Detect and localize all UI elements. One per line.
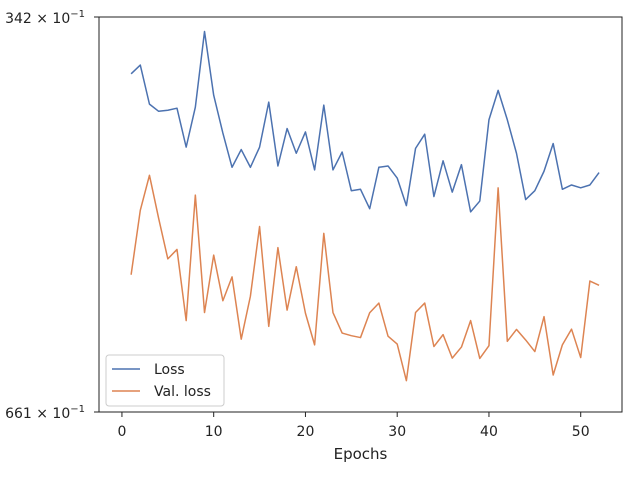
y-tick-label: 661 × 10−1 [5, 404, 85, 422]
x-tick-label: 0 [117, 424, 126, 440]
series-line-2 [130, 174, 600, 382]
x-tick-label: 10 [205, 424, 223, 440]
x-tick-label: 20 [297, 424, 315, 440]
x-tick-label: 50 [572, 424, 590, 440]
y-tick-label: 342 × 10−1 [5, 9, 85, 27]
series-line-1 [130, 30, 600, 213]
series-layer [130, 30, 600, 382]
ticks-layer: 0 10 20 30 40 50 342 × 10−1 661 × 10−1 [5, 9, 590, 440]
x-axis-label: Epochs [334, 445, 388, 463]
legend-box [105, 354, 225, 407]
x-tick-label: 40 [480, 424, 498, 440]
x-tick-label: 30 [388, 424, 406, 440]
legend-label-1: Loss [154, 362, 185, 378]
plot-frame [98, 16, 623, 413]
legend: Loss Val. loss [105, 354, 225, 407]
legend-label-2: Val. loss [154, 384, 211, 400]
